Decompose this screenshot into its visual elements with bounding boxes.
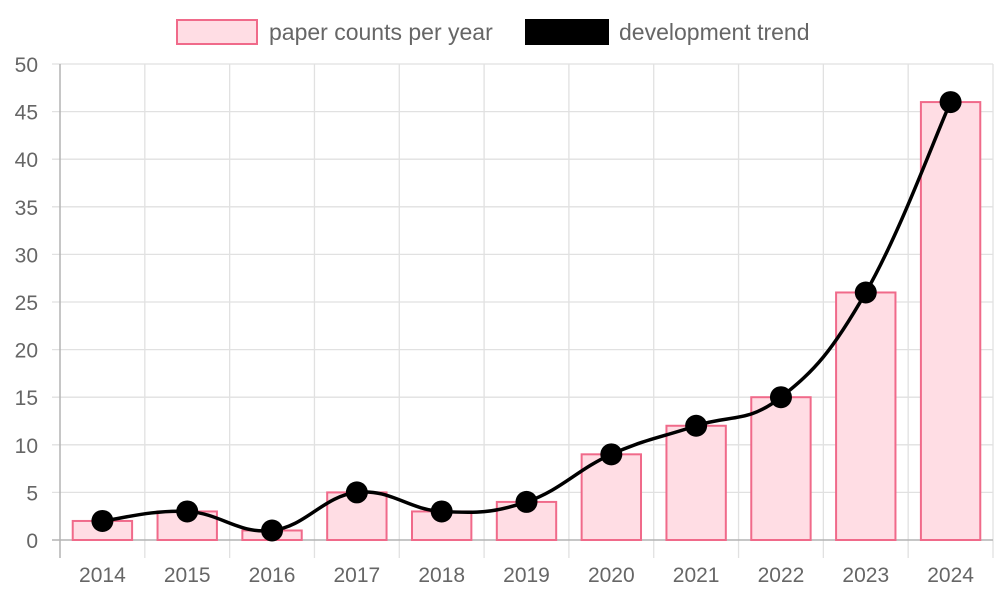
x-tick-label: 2023: [842, 564, 889, 587]
y-tick-label: 50: [15, 54, 38, 77]
y-tick-label: 45: [15, 102, 38, 125]
bar-2024[interactable]: [919, 101, 982, 542]
x-tick-label: 2024: [927, 564, 974, 587]
y-tick-label: 0: [26, 530, 38, 553]
y-tick-label: 40: [15, 149, 38, 172]
grid: [52, 63, 994, 558]
legend-swatch-bars[interactable]: [176, 19, 258, 45]
x-tick-labels: 2014 2015 2016 2017 2018 2019 2020 2021 2022 2023…: [79, 564, 974, 587]
legend-label-bars[interactable]: paper counts per year: [269, 19, 493, 45]
x-tick-label: 2021: [673, 564, 720, 587]
trend-point-2017[interactable]: [345, 481, 368, 504]
trend-point-2014[interactable]: [91, 509, 114, 532]
trend-point-2022[interactable]: [769, 386, 792, 409]
trend-point-2024[interactable]: [939, 91, 962, 114]
trend-point-2016[interactable]: [261, 519, 284, 542]
trend-line: [102, 101, 953, 533]
y-tick-label: 5: [26, 482, 38, 505]
x-tick-label: 2020: [588, 564, 635, 587]
legend: paper counts per year development trend: [176, 19, 810, 45]
trend-point-2019[interactable]: [515, 490, 538, 513]
bar-2021[interactable]: [665, 424, 727, 542]
bar-2022[interactable]: [750, 396, 812, 542]
trend-point-2018[interactable]: [430, 500, 453, 523]
x-tick-label: 2014: [79, 564, 126, 587]
legend-swatch-trend[interactable]: [525, 19, 609, 45]
trend-line-group: [91, 91, 962, 542]
x-tick-label: 2015: [164, 564, 211, 587]
y-tick-labels: 0 5 10 15 20 25 30 35 40 45 50: [15, 54, 38, 553]
trend-point-2015[interactable]: [176, 500, 199, 523]
legend-label-trend[interactable]: development trend: [619, 19, 810, 45]
y-tick-label: 25: [15, 292, 38, 315]
bar-2020[interactable]: [580, 453, 643, 542]
x-tick-label: 2016: [249, 564, 296, 587]
x-tick-label: 2022: [758, 564, 805, 587]
x-tick-label: 2017: [334, 564, 381, 587]
y-tick-label: 30: [15, 244, 38, 267]
trend-point-2020[interactable]: [600, 443, 623, 466]
y-tick-label: 20: [15, 340, 38, 363]
bar-2023[interactable]: [835, 291, 897, 542]
x-tick-label: 2019: [503, 564, 550, 587]
trend-point-2023[interactable]: [854, 281, 877, 304]
x-tick-label: 2018: [418, 564, 465, 587]
bars: [71, 101, 982, 542]
y-tick-label: 10: [15, 435, 38, 458]
trend-point-2021[interactable]: [685, 414, 708, 437]
y-tick-label: 15: [15, 387, 38, 410]
y-tick-label: 35: [15, 197, 38, 220]
